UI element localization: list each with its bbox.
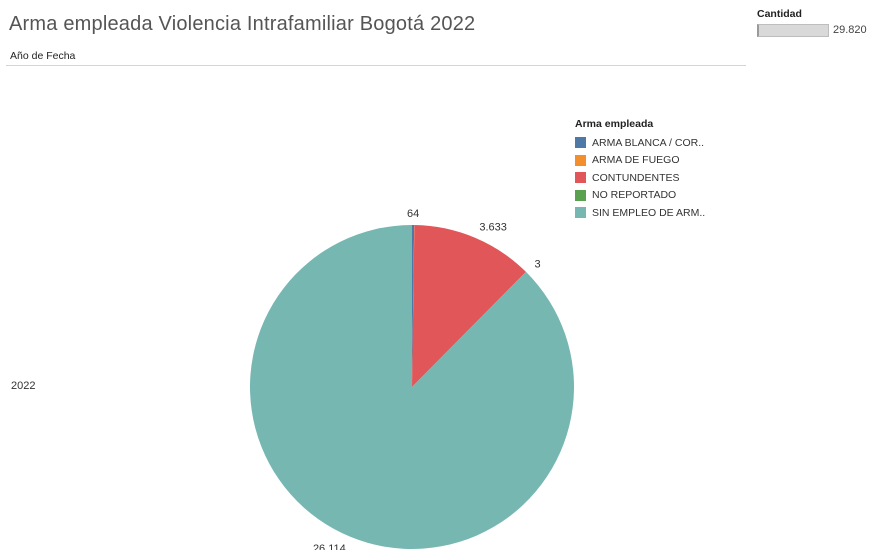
legend-item-no-reportado[interactable]: NO REPORTADO [575,187,705,205]
legend-label: ARMA DE FUEGO [592,154,680,167]
legend-item-contundentes[interactable]: CONTUNDENTES [575,169,705,187]
legend-item-arma-de-fuego[interactable]: ARMA DE FUEGO [575,152,705,170]
legend-title: Arma empleada [575,118,654,130]
pie-slice-arma-de-fuego[interactable] [412,225,415,387]
size-legend-scale: 29.820 [757,22,867,38]
pie-slice-value-label: 26.114 [313,543,346,550]
legend-swatch [575,172,586,184]
legend-item-sin-empleo[interactable]: SIN EMPLEO DE ARM.. [575,204,705,222]
pie-slice-value-label: 64 [407,208,419,220]
color-legend: Arma empleada ARMA BLANCA / COR.. ARMA D… [575,118,705,222]
row-label-2022[interactable]: 2022 [11,380,36,392]
size-legend: Cantidad 29.820 [757,8,867,38]
legend-swatch [575,137,586,149]
pie-slice-arma-blanca-cor[interactable] [412,225,415,387]
legend-swatch [575,189,586,201]
pie-slice-sin-empleo-de-arm[interactable] [249,225,574,549]
legend-swatch [575,207,586,219]
size-legend-value: 29.820 [833,24,867,36]
legend-item-arma-blanca[interactable]: ARMA BLANCA / COR.. [575,134,705,152]
pie-slice-contundentes[interactable] [412,225,526,387]
legend-label: SIN EMPLEO DE ARM.. [592,206,706,219]
header-divider [6,65,746,66]
pie-slice-no-reportado[interactable] [412,271,527,387]
legend-label: ARMA BLANCA / COR.. [592,136,705,149]
row-field-header[interactable]: Año de Fecha [10,50,76,62]
legend-swatch [575,154,586,166]
pie-slice-value-label: 3.633 [479,222,507,234]
chart-title: Arma empleada Violencia Intrafamiliar Bo… [9,13,476,35]
size-legend-title: Cantidad [757,8,802,20]
legend-label: CONTUNDENTES [592,171,680,184]
legend-label: NO REPORTADO [592,189,677,202]
pie-slice-value-label: 3 [534,258,540,270]
size-legend-bar [757,24,829,37]
